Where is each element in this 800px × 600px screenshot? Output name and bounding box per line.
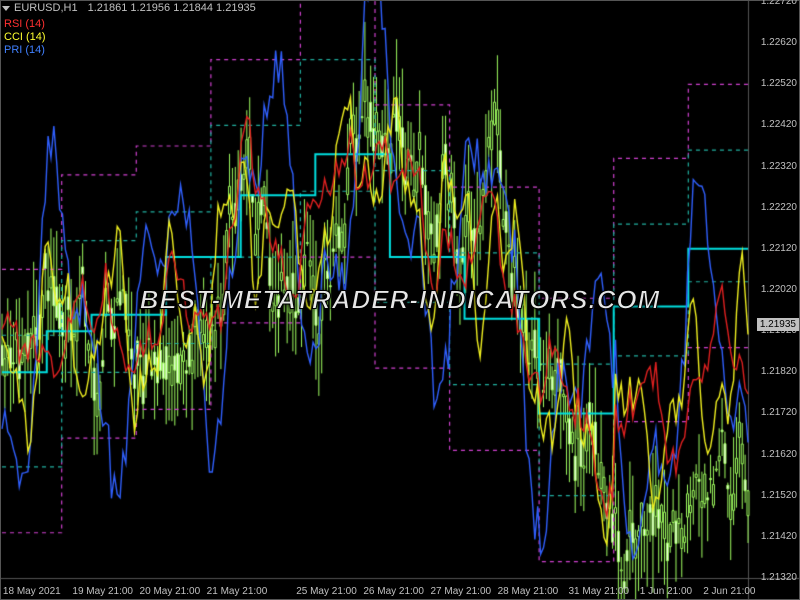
y-axis-label: 1.22220 <box>761 202 797 213</box>
dropdown-icon[interactable] <box>2 6 10 11</box>
x-axis-label: 18 May 2021 <box>3 586 61 597</box>
x-axis-label: 31 May 21:00 <box>568 586 629 597</box>
y-axis-label: 1.21420 <box>761 531 797 542</box>
symbol-label: EURUSD,H1 <box>14 2 78 14</box>
y-axis-label: 1.22120 <box>761 243 797 254</box>
y-axis-label: 1.22620 <box>761 37 797 48</box>
indicator-legend: RSI (14)CCI (14)PRI (14) <box>4 18 46 57</box>
y-axis-label: 1.22720 <box>761 0 797 7</box>
y-axis-label: 1.22020 <box>761 284 797 295</box>
x-axis-label: 26 May 21:00 <box>363 586 424 597</box>
y-axis-label: 1.21520 <box>761 490 797 501</box>
chart-window[interactable]: EURUSD,H1 1.21861 1.21956 1.21844 1.2193… <box>0 0 800 600</box>
y-axis-label: 1.22320 <box>761 161 797 172</box>
x-axis-label: 21 May 21:00 <box>207 586 268 597</box>
chart-header: EURUSD,H1 1.21861 1.21956 1.21844 1.2193… <box>2 2 256 14</box>
current-price-tag: 1.21935 <box>757 318 799 331</box>
indicator-label: RSI (14) <box>4 18 46 31</box>
x-axis-label: 2 Jun 21:00 <box>703 586 755 597</box>
x-axis-label: 25 May 21:00 <box>296 586 357 597</box>
y-axis-label: 1.21720 <box>761 407 797 418</box>
indicator-label: PRI (14) <box>4 44 46 57</box>
x-axis-label: 1 Jun 21:00 <box>640 586 692 597</box>
ohlc-label: 1.21861 1.21956 1.21844 1.21935 <box>88 2 256 14</box>
x-axis-label: 28 May 21:00 <box>498 586 559 597</box>
x-axis-label: 27 May 21:00 <box>430 586 491 597</box>
y-axis-label: 1.21820 <box>761 366 797 377</box>
indicator-label: CCI (14) <box>4 31 46 44</box>
y-axis-label: 1.21320 <box>761 572 797 583</box>
x-axis-label: 19 May 21:00 <box>72 586 133 597</box>
chart-canvas <box>0 0 800 600</box>
y-axis-label: 1.22520 <box>761 78 797 89</box>
y-axis-label: 1.22420 <box>761 119 797 130</box>
x-axis-label: 20 May 21:00 <box>140 586 201 597</box>
y-axis-label: 1.21620 <box>761 449 797 460</box>
